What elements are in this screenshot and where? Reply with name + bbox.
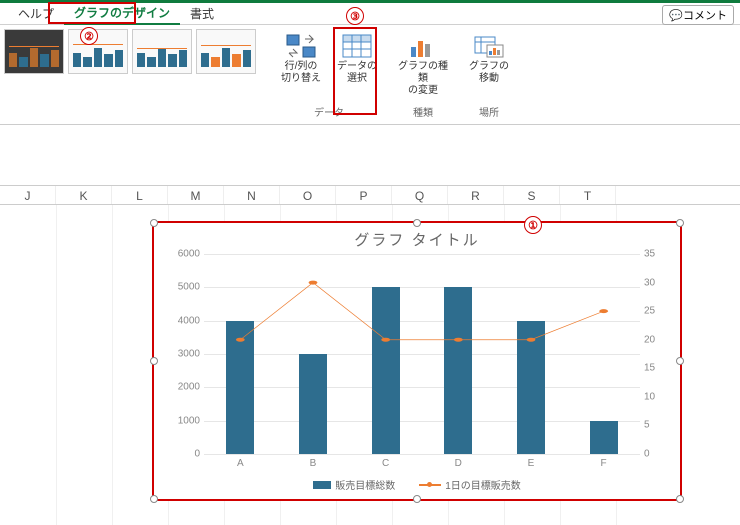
switch-row-column-button[interactable]: 行/列の 切り替え [274, 29, 328, 85]
x-label: A [226, 458, 254, 469]
group-label-data: データ [314, 104, 344, 119]
col-header[interactable]: R [448, 186, 504, 204]
col-header[interactable]: M [168, 186, 224, 204]
style-thumb-3[interactable] [132, 29, 192, 74]
column-headers: JKLMNOPQRST [0, 185, 740, 205]
legend-line[interactable]: 1日の目標販売数 [419, 477, 521, 492]
chart-legend[interactable]: 販売目標総数 1日の目標販売数 [154, 477, 680, 492]
style-thumb-2[interactable] [68, 29, 128, 74]
x-label: E [517, 458, 545, 469]
chart-object[interactable]: グラフ タイトル 0100020003000400050006000 05101… [152, 221, 682, 501]
col-header[interactable]: J [0, 186, 56, 204]
select-data-button[interactable]: データの 選択 [330, 29, 384, 85]
x-label: C [372, 458, 400, 469]
x-label: F [590, 458, 618, 469]
change-chart-type-button[interactable]: グラフの種類 の変更 [396, 29, 450, 97]
legend-bar[interactable]: 販売目標総数 [313, 477, 395, 492]
col-header[interactable]: T [560, 186, 616, 204]
tab-help[interactable]: ヘルプ [8, 3, 64, 24]
ribbon-tabs: ヘルプ グラフのデザイン 書式 💬コメント [0, 3, 740, 25]
chart-title[interactable]: グラフ タイトル [154, 223, 680, 254]
col-header[interactable]: N [224, 186, 280, 204]
group-label-type: 種類 [413, 104, 433, 119]
x-label: D [444, 458, 472, 469]
chart-type-icon [407, 33, 439, 59]
tab-format[interactable]: 書式 [180, 3, 224, 24]
col-header[interactable]: P [336, 186, 392, 204]
move-chart-icon [473, 33, 505, 59]
col-header[interactable]: Q [392, 186, 448, 204]
style-thumb-1[interactable] [4, 29, 64, 74]
switch-icon [285, 33, 317, 59]
style-thumb-4[interactable] [196, 29, 256, 74]
col-header[interactable]: S [504, 186, 560, 204]
col-header[interactable]: K [56, 186, 112, 204]
select-data-icon [341, 33, 373, 59]
x-label: B [299, 458, 327, 469]
chart-plot-area[interactable]: 0100020003000400050006000 05101520253035 [204, 254, 640, 454]
col-header[interactable]: L [112, 186, 168, 204]
tab-chart-design[interactable]: グラフのデザイン [64, 2, 180, 26]
col-header[interactable]: O [280, 186, 336, 204]
chart-style-gallery[interactable] [4, 29, 256, 124]
comment-icon: 💬 [669, 10, 683, 22]
group-label-location: 場所 [479, 104, 499, 119]
move-chart-button[interactable]: グラフの 移動 [462, 29, 516, 85]
comment-button[interactable]: 💬コメント [662, 5, 734, 25]
ribbon: 行/列の 切り替え データの 選択 データ グラフの種類 の変更 種類 グラフの… [0, 25, 740, 125]
